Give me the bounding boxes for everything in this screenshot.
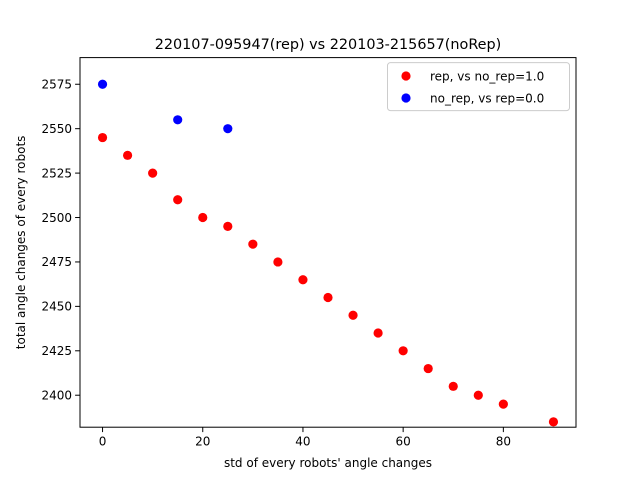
y-axis-label: total angle changes of every robots — [14, 136, 28, 350]
data-point-series-1 — [223, 221, 233, 232]
data-point-series-2 — [97, 79, 108, 89]
y-tick-label: 2550 — [41, 122, 72, 136]
data-points — [97, 79, 559, 427]
legend-label: rep, vs no_rep=1.0 — [430, 69, 544, 83]
plot-frame — [79, 57, 577, 428]
legend-marker — [401, 71, 411, 81]
data-point-series-1 — [498, 399, 508, 409]
data-point-series-1 — [248, 239, 258, 249]
x-tick-label: 80 — [496, 435, 511, 449]
data-point-series-2 — [223, 124, 233, 134]
y-axis: 2400 2425 2450 2475 2500 2525 2550 2575 — [41, 78, 80, 403]
data-point-series-1 — [398, 346, 408, 356]
data-point-series-1 — [173, 195, 183, 205]
data-point-series-1 — [373, 328, 383, 338]
y-tick-label: 2500 — [41, 211, 72, 225]
legend: rep, vs no_rep=1.0 no_rep, vs rep=0.0 — [387, 62, 570, 112]
x-tick-label: 40 — [295, 435, 310, 449]
data-point-series-1 — [122, 150, 133, 160]
legend-frame — [387, 62, 570, 112]
data-point-series-1 — [548, 417, 559, 427]
data-point-series-1 — [298, 275, 308, 285]
x-axis: 0 20 40 60 80 — [99, 427, 511, 449]
x-tick-label: 20 — [195, 435, 210, 449]
legend-marker — [401, 93, 411, 103]
x-tick-label: 0 — [99, 435, 107, 449]
y-tick-label: 2400 — [41, 389, 72, 403]
y-tick-label: 2425 — [41, 344, 72, 358]
data-point-series-1 — [273, 257, 283, 267]
data-point-series-1 — [148, 168, 158, 178]
y-tick-label: 2450 — [41, 300, 72, 314]
x-tick-label: 60 — [396, 435, 411, 449]
data-point-series-1 — [97, 132, 108, 143]
data-point-series-2 — [173, 115, 183, 125]
data-point-series-1 — [448, 381, 458, 391]
y-tick-label: 2525 — [41, 166, 72, 180]
data-point-series-1 — [348, 310, 358, 320]
data-point-series-1 — [423, 363, 433, 374]
chart-title: 220107-095947(rep) vs 220103-215657(noRe… — [155, 37, 502, 53]
x-axis-label: std of every robots' angle changes — [224, 456, 432, 470]
legend-label: no_rep, vs rep=0.0 — [430, 91, 544, 105]
y-tick-label: 2575 — [41, 78, 72, 92]
data-point-series-1 — [323, 292, 333, 303]
data-point-series-1 — [198, 212, 208, 223]
data-point-series-1 — [473, 390, 483, 400]
y-tick-label: 2475 — [41, 255, 72, 269]
